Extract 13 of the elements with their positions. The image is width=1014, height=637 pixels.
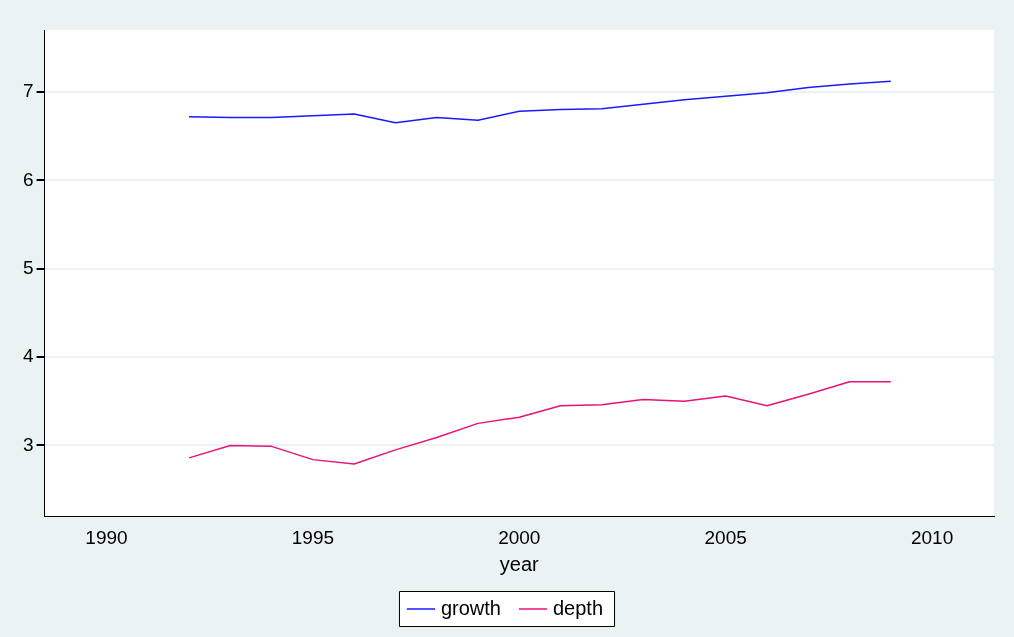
x-tick-label: 2005 bbox=[704, 526, 747, 548]
x-tick-label: 2010 bbox=[910, 526, 954, 548]
y-tick-label: 6 bbox=[22, 168, 34, 190]
x-tick-label: 1995 bbox=[291, 526, 335, 548]
y-tick-label: 5 bbox=[22, 256, 34, 278]
legend-label: depth bbox=[552, 596, 604, 619]
x-tick-label: 2000 bbox=[498, 526, 541, 548]
legend-label: growth bbox=[440, 596, 501, 619]
x-tick-label: 1990 bbox=[85, 526, 128, 548]
y-tick-label: 7 bbox=[22, 80, 34, 102]
x-axis-title: year bbox=[499, 552, 540, 575]
y-tick-label: 4 bbox=[22, 345, 34, 367]
y-tick-label: 3 bbox=[22, 433, 34, 455]
